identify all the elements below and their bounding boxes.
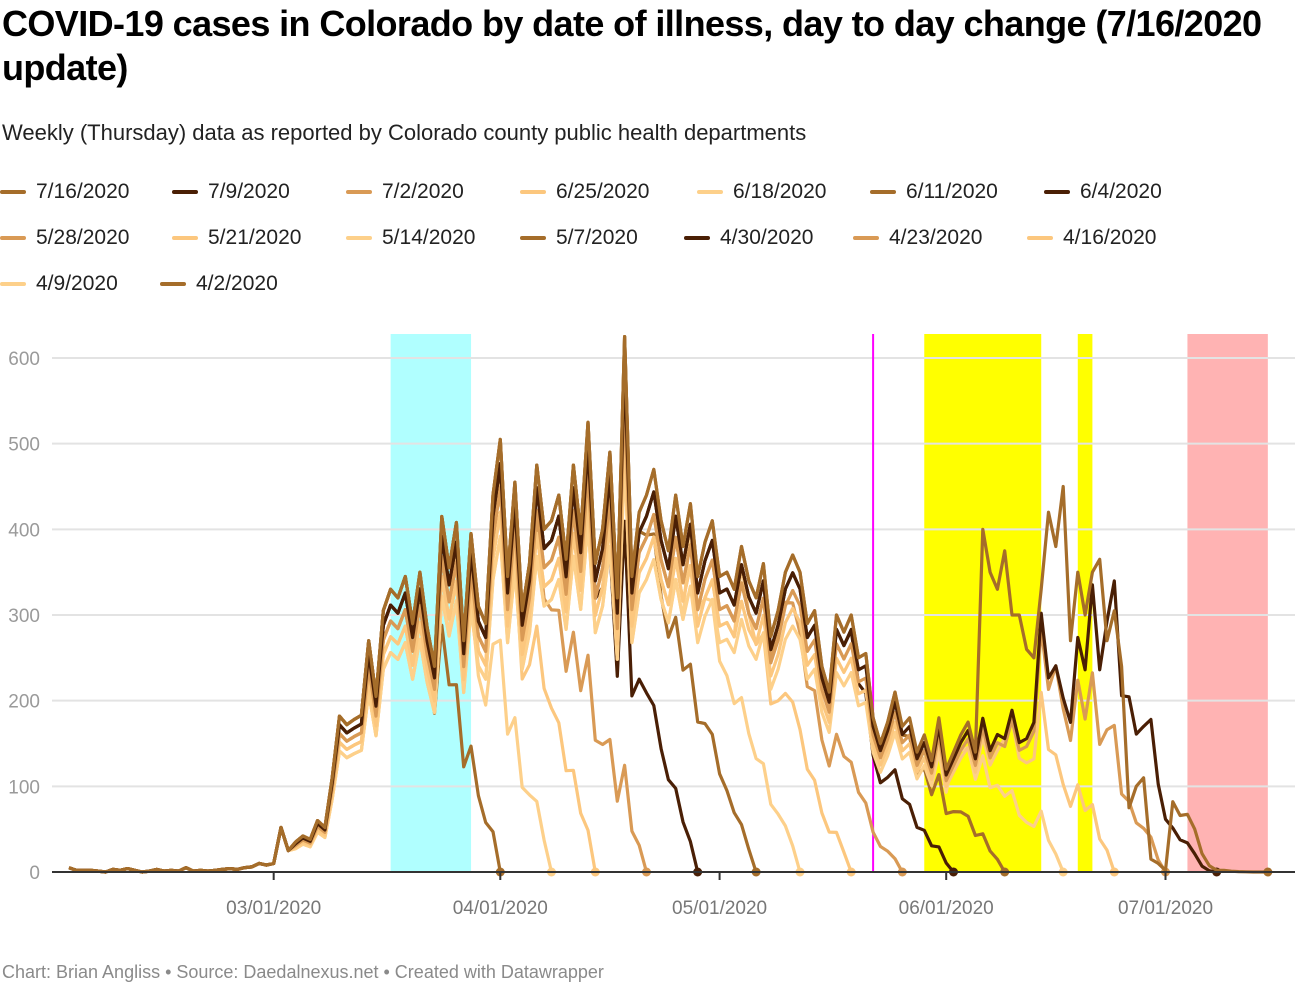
series-lines [68, 335, 1273, 877]
axes: 03/01/2020 04/01/2020 05/01/2020 06/01/2020… [52, 871, 1295, 919]
grid-lines: 0 100 200 300 400 500 600 [8, 349, 1295, 884]
legend-item: 4/2/2020 [160, 272, 278, 296]
y-tick-label: 100 [8, 777, 40, 798]
legend-swatch-icon [160, 282, 186, 286]
legend-swatch-icon [1044, 190, 1070, 194]
legend-swatch-icon [172, 190, 198, 194]
legend-label: 6/25/2020 [556, 180, 650, 203]
legend-label: 5/21/2020 [208, 226, 302, 249]
legend-item: 5/7/2020 [520, 226, 638, 250]
legend-item: 6/11/2020 [870, 180, 998, 204]
legend-item: 7/16/2020 [0, 180, 129, 204]
legend-label: 5/28/2020 [36, 226, 130, 249]
legend-swatch-icon [172, 236, 198, 240]
legend-item: 6/4/2020 [1044, 180, 1162, 204]
highlight-band [1187, 334, 1268, 872]
legend-label: 6/11/2020 [906, 180, 998, 203]
y-tick-label: 400 [8, 520, 40, 541]
legend-swatch-icon [0, 282, 26, 286]
x-tick-label: 03/01/2020 [226, 898, 321, 919]
legend-swatch-icon [346, 236, 372, 240]
y-tick-label: 200 [8, 692, 40, 713]
legend-label: 4/16/2020 [1063, 226, 1157, 249]
legend-item: 7/9/2020 [172, 180, 290, 204]
legend-label: 4/30/2020 [720, 226, 814, 249]
x-tick-label: 05/01/2020 [672, 898, 767, 919]
legend-item: 7/2/2020 [346, 180, 464, 204]
chart-title: COVID-19 cases in Colorado by date of il… [2, 3, 1262, 88]
legend-swatch-icon [853, 236, 879, 240]
legend-swatch-icon [0, 236, 26, 240]
legend-item: 4/16/2020 [1027, 226, 1156, 250]
y-tick-label: 600 [8, 349, 40, 370]
legend-swatch-icon [697, 190, 723, 194]
y-tick-label: 500 [8, 435, 40, 456]
series-line [68, 543, 554, 874]
legend-item: 4/30/2020 [684, 226, 813, 250]
legend-item: 5/21/2020 [172, 226, 301, 250]
legend-item: 5/28/2020 [0, 226, 129, 250]
chart-subtitle: Weekly (Thursday) data as reported by Co… [2, 120, 807, 145]
series-line [68, 335, 1268, 874]
legend-label: 5/14/2020 [382, 226, 476, 249]
legend-item: 6/25/2020 [520, 180, 649, 204]
legend-item: 6/18/2020 [697, 180, 826, 204]
y-tick-label: 0 [29, 863, 40, 884]
legend-label: 4/2/2020 [196, 272, 278, 295]
x-tick-label: 04/01/2020 [453, 898, 548, 919]
highlight-band [1077, 334, 1093, 872]
x-tick-label: 06/01/2020 [899, 898, 994, 919]
legend-swatch-icon [346, 190, 372, 194]
x-tick-label: 07/01/2020 [1118, 898, 1213, 919]
legend-label: 6/4/2020 [1080, 180, 1162, 203]
legend-item: 4/23/2020 [853, 226, 982, 250]
legend-label: 6/18/2020 [733, 180, 827, 203]
legend-label: 4/9/2020 [36, 272, 118, 295]
legend-label: 4/23/2020 [889, 226, 983, 249]
chart-footer: Chart: Brian Angliss • Source: Daedalnex… [2, 962, 604, 982]
legend-item: 5/14/2020 [346, 226, 475, 250]
legend-label: 7/16/2020 [36, 180, 130, 203]
y-tick-label: 300 [8, 606, 40, 627]
legend-item: 4/9/2020 [0, 272, 118, 296]
legend-swatch-icon [870, 190, 896, 194]
legend-swatch-icon [1027, 236, 1053, 240]
series-line [68, 365, 1217, 874]
series-line [68, 335, 1007, 874]
legend-label: 5/7/2020 [556, 226, 638, 249]
legend-swatch-icon [684, 236, 710, 240]
legend-swatch-icon [0, 190, 26, 194]
legend-label: 7/9/2020 [208, 180, 290, 203]
legend-label: 7/2/2020 [382, 180, 464, 203]
legend-swatch-icon [520, 190, 546, 194]
legend-swatch-icon [520, 236, 546, 240]
